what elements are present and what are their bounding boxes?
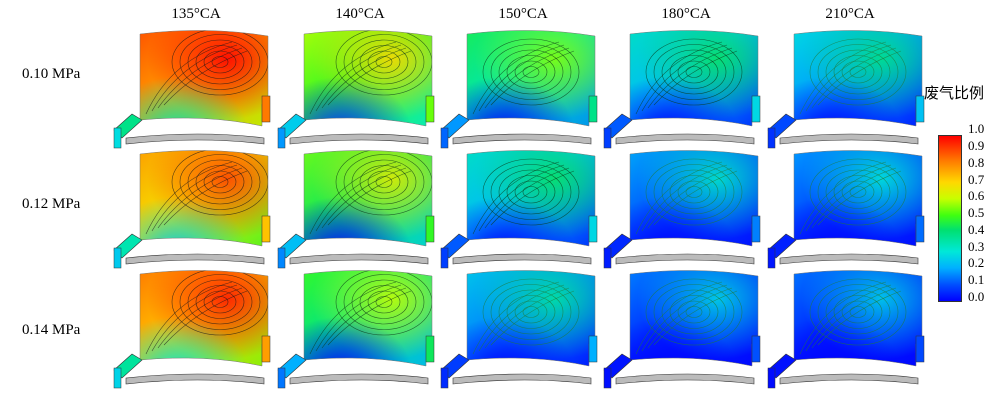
colorbar-tick: 0.3 xyxy=(968,239,985,254)
contour-panel xyxy=(767,270,925,389)
colorbar-tick: 0.7 xyxy=(968,172,985,187)
contour-panel xyxy=(603,150,761,269)
contour-panel xyxy=(277,150,435,269)
colorbar-tick: 0.5 xyxy=(968,205,985,220)
row-label-0-10mpa: 0.10 MPa xyxy=(22,66,81,82)
contour-panel xyxy=(113,270,271,389)
contour-panel xyxy=(113,30,271,149)
column-label-135ca: 135°CA xyxy=(171,6,221,22)
column-label-150ca: 150°CA xyxy=(498,6,548,22)
colorbar-tick: 0.0 xyxy=(968,289,985,304)
contour-panel xyxy=(767,30,925,149)
contour-panel xyxy=(440,30,598,149)
column-label-180ca: 180°CA xyxy=(661,6,711,22)
column-label-210ca: 210°CA xyxy=(825,6,875,22)
colorbar-tick: 0.4 xyxy=(968,222,985,237)
contour-panel xyxy=(440,150,598,269)
colorbar-tick: 0.6 xyxy=(968,188,985,203)
colorbar-tick: 0.8 xyxy=(968,155,985,170)
colorbar-tick: 0.1 xyxy=(968,272,985,287)
contour-panel xyxy=(113,150,271,269)
column-label-140ca: 140°CA xyxy=(335,6,385,22)
contour-panel xyxy=(603,270,761,389)
contour-panel xyxy=(440,270,598,389)
contour-panel xyxy=(277,30,435,149)
row-label-0-14mpa: 0.14 MPa xyxy=(22,322,81,338)
colorbar-tick: 0.9 xyxy=(968,138,985,153)
row-label-0-12mpa: 0.12 MPa xyxy=(22,196,81,212)
colorbar-tick: 1.0 xyxy=(968,121,985,136)
colorbar-tick: 0.2 xyxy=(968,255,985,270)
contour-panel xyxy=(277,270,435,389)
colorbar xyxy=(938,135,962,302)
contour-panel xyxy=(603,30,761,149)
contour-panel xyxy=(767,150,925,269)
legend-title: 废气比例 xyxy=(924,84,985,102)
